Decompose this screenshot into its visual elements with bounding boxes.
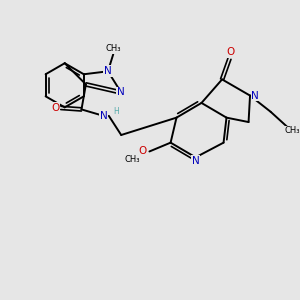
Text: O: O xyxy=(51,103,59,113)
Text: N: N xyxy=(192,156,200,166)
Text: N: N xyxy=(100,111,107,121)
Text: O: O xyxy=(227,47,235,57)
Text: CH₃: CH₃ xyxy=(124,155,140,164)
Text: H: H xyxy=(113,107,119,116)
Text: N: N xyxy=(104,66,112,76)
Text: N: N xyxy=(117,88,125,98)
Text: CH₃: CH₃ xyxy=(285,126,300,135)
Text: O: O xyxy=(139,146,147,157)
Text: CH₃: CH₃ xyxy=(106,44,121,53)
Text: N: N xyxy=(251,91,259,100)
